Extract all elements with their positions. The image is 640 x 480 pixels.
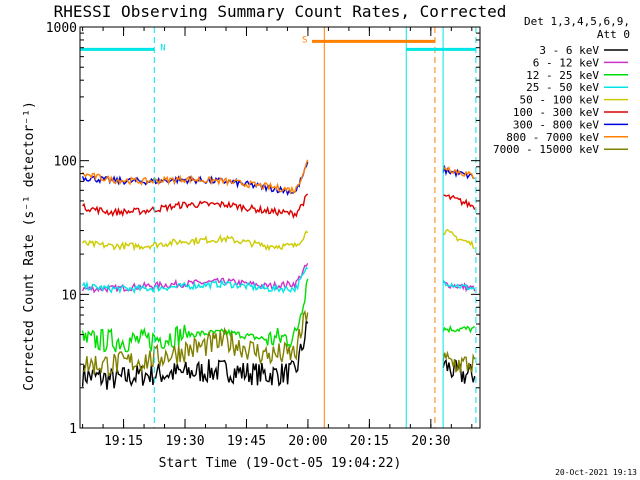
series-line-4-segment-1 — [442, 228, 475, 250]
legend-header-1: Att 0 — [597, 28, 630, 41]
plot-frame — [79, 26, 481, 429]
y-tick-label-2: 100 — [54, 155, 77, 170]
series-line-5-segment-1 — [443, 194, 476, 210]
x-axis-label: Start Time (19-Oct-05 19:04:22) — [159, 456, 402, 471]
legend-label-5: 100 - 300 keV — [513, 106, 599, 119]
series-line-8-segment-0 — [82, 309, 309, 378]
series-line-2-segment-0 — [81, 278, 309, 353]
series-line-1-segment-0 — [81, 262, 309, 294]
plot-area: NS — [79, 27, 477, 428]
interval-label-1: S — [302, 35, 307, 45]
footer-date: 20-Oct-2021 19:13 — [555, 468, 637, 477]
legend-label-3: 25 - 50 keV — [526, 81, 599, 94]
legend-label-4: 50 - 100 keV — [520, 94, 600, 107]
series-line-2-segment-1 — [442, 324, 476, 334]
legend-label-2: 12 - 25 keV — [526, 69, 599, 82]
series-line-7-segment-0 — [82, 159, 309, 196]
legend-label-1: 6 - 12 keV — [533, 56, 600, 69]
axes: 1 10 100 1000 19:15 19:30 19:45 20:00 20:15 20:30 — [46, 21, 481, 449]
y-axis-label: Corrected Count Rate (s⁻¹ detector⁻¹) — [22, 101, 37, 391]
series-line-6-segment-0 — [81, 161, 309, 197]
series-line-4-segment-0 — [82, 230, 309, 252]
series-line-6-segment-1 — [442, 164, 475, 180]
series-line-3-segment-1 — [442, 279, 476, 291]
x-tick-label-2: 19:45 — [227, 434, 266, 449]
x-tick-label-5: 20:30 — [411, 434, 450, 449]
interval-label-0: N — [160, 43, 165, 53]
chart-title: RHESSI Observing Summary Count Rates, Co… — [54, 2, 507, 21]
series-line-8-segment-1 — [442, 350, 476, 373]
x-tick-label-3: 20:00 — [288, 434, 327, 449]
y-tick-label-1: 10 — [61, 288, 77, 303]
legend-label-7: 800 - 7000 keV — [506, 131, 599, 144]
series-line-3-segment-0 — [81, 266, 309, 294]
x-tick-label-4: 20:15 — [350, 434, 389, 449]
y-tick-label-0: 1 — [69, 422, 77, 437]
legend-label-0: 3 - 6 keV — [539, 44, 599, 57]
x-tick-label-1: 19:30 — [165, 434, 204, 449]
series-line-0-segment-0 — [81, 318, 309, 390]
series-line-7-segment-1 — [442, 165, 475, 179]
y-tick-label-3: 1000 — [46, 21, 77, 36]
x-tick-label-0: 19:15 — [104, 434, 143, 449]
legend-label-6: 300 - 800 keV — [513, 118, 599, 131]
legend-label-8: 7000 - 15000 keV — [493, 143, 599, 156]
legend-header-0: Det 1,3,4,5,6,9, — [524, 15, 630, 28]
series-line-5-segment-0 — [82, 193, 309, 220]
